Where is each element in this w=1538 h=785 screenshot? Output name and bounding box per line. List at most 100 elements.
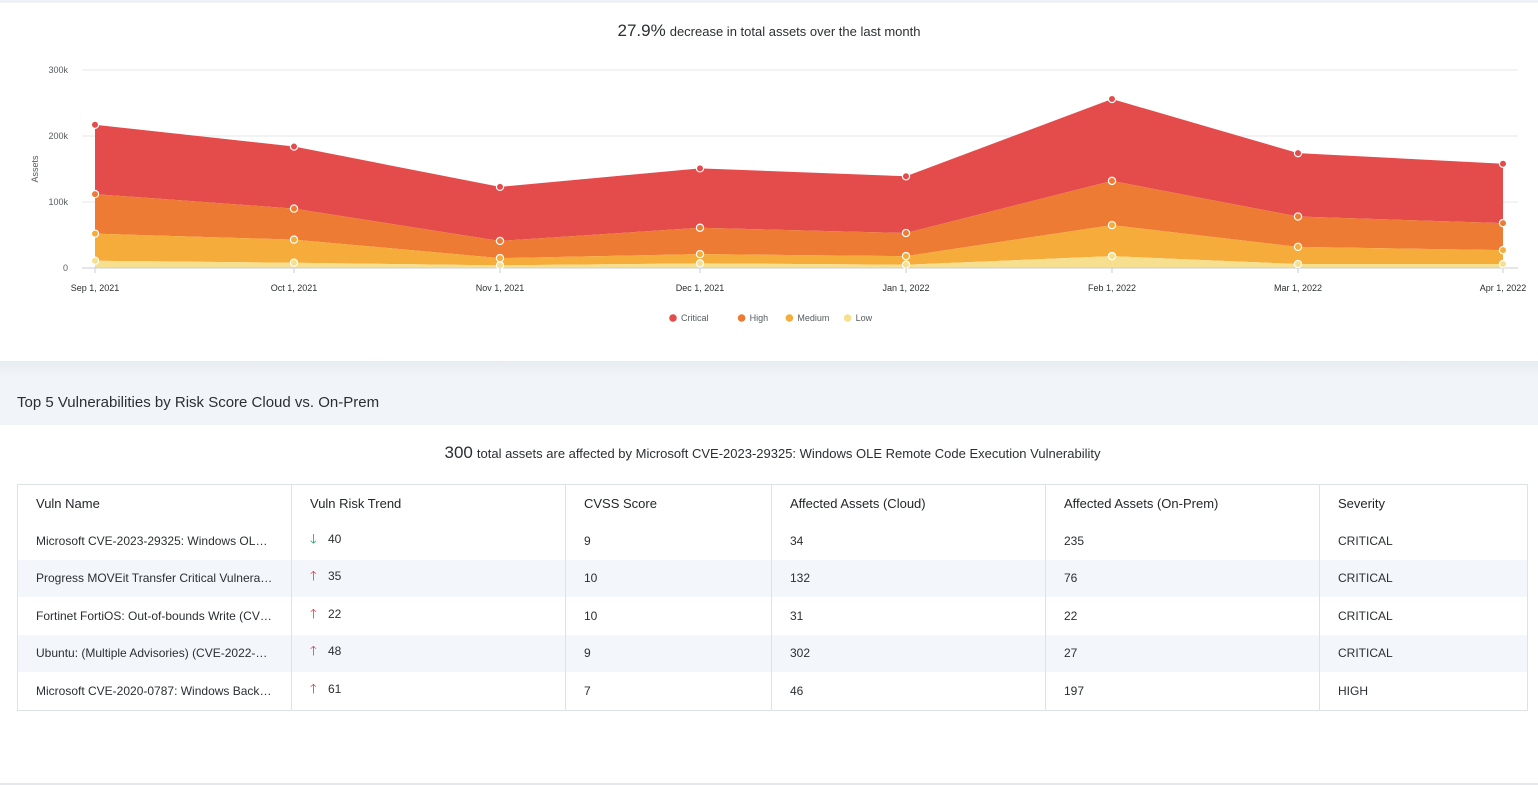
point-critical <box>1498 159 1508 168</box>
column-header-severity[interactable]: Severity <box>1319 484 1528 522</box>
vuln-name-link[interactable]: Fortinet FortiOS: Out-of-bounds Write (C… <box>36 608 292 623</box>
point-medium <box>901 251 911 261</box>
severity: HIGH <box>1319 672 1528 710</box>
point-critical <box>90 120 100 129</box>
vuln-name-link[interactable]: Microsoft CVE-2020-0787: Windows Backgro… <box>36 683 287 698</box>
legend-swatch-medium <box>785 314 794 322</box>
summary-text: total assets are affected by Microsoft C… <box>476 446 1101 461</box>
x-tick-label: Jan 1, 2022 <box>882 283 929 293</box>
point-medium <box>1498 245 1508 255</box>
area-high <box>95 180 1503 259</box>
point-critical <box>1293 148 1303 158</box>
column-header-risk-trend[interactable]: Vuln Risk Trend <box>291 484 566 522</box>
point-medium <box>695 249 705 259</box>
affected-cloud: 46 <box>771 672 1046 710</box>
risk-trend-cell: 🡑 35 <box>291 559 566 597</box>
severity: CRITICAL <box>1319 634 1528 672</box>
point-high <box>1293 212 1303 221</box>
severity: CRITICAL <box>1319 522 1528 560</box>
column-header-vuln-name[interactable]: Vuln Name <box>17 484 292 522</box>
legend-swatch-low <box>843 314 852 322</box>
x-tick-label: Oct 1, 2021 <box>271 283 318 293</box>
affected-onprem: 22 <box>1045 597 1320 635</box>
risk-trend-value: 48 <box>328 644 342 659</box>
risk-trend-cell: 🡑 61 <box>291 672 566 710</box>
table-row[interactable]: Fortinet FortiOS: Out-of-bounds Write (C… <box>18 597 1528 635</box>
risk-trend-cell: 🡑 22 <box>291 597 566 635</box>
table-summary: 300 total assets are affected by Microsof… <box>0 443 1538 463</box>
section-title: Top 5 Vulnerabilities by Risk Score Clou… <box>17 394 380 411</box>
point-high <box>1107 176 1117 186</box>
area-medium <box>95 225 1503 266</box>
legend-swatch-high <box>737 314 746 322</box>
vuln-name-link[interactable]: Microsoft CVE-2023-29325: Windows OLE Re… <box>36 533 292 548</box>
table-header-row: Vuln Name Vuln Risk Trend CVSS Score Aff… <box>17 484 1528 522</box>
point-medium <box>289 235 299 244</box>
point-high <box>1498 218 1508 228</box>
risk-trend-cell: 🡓 40 <box>291 522 566 560</box>
area-critical <box>95 99 1503 241</box>
point-critical <box>695 164 705 173</box>
point-critical <box>901 172 911 181</box>
point-low <box>1498 259 1508 269</box>
legend-label-medium: Medium <box>797 313 829 323</box>
affected-onprem: 76 <box>1045 559 1320 597</box>
point-medium <box>90 229 100 238</box>
x-tick-label: Sep 1, 2021 <box>71 283 120 293</box>
point-critical <box>495 182 505 192</box>
point-high <box>90 189 100 199</box>
trend-down-arrow-icon: 🡓 <box>310 530 317 546</box>
vuln-name-link[interactable]: Progress MOVEit Transfer Critical Vulner… <box>17 559 292 597</box>
vulnerability-table: Vuln Name Vuln Risk Trend CVSS Score Aff… <box>17 484 1528 711</box>
x-tick-label: Dec 1, 2021 <box>676 283 725 293</box>
affected-onprem: 197 <box>1045 672 1320 710</box>
affected-onprem: 235 <box>1045 522 1320 560</box>
legend-swatch-critical <box>669 314 677 322</box>
point-medium <box>495 253 505 263</box>
point-low <box>90 256 100 265</box>
table-row[interactable]: Progress MOVEit Transfer Critical Vulner… <box>17 559 1528 597</box>
point-medium <box>1107 220 1117 230</box>
trend-up-arrow-icon: 🡑 <box>310 605 317 621</box>
trend-up-arrow-icon: 🡑 <box>310 680 317 696</box>
point-high <box>901 228 911 238</box>
table-row[interactable]: Ubuntu: (Multiple Advisories) (CVE-2022-… <box>17 634 1528 672</box>
y-tick-label: 300k <box>48 65 68 75</box>
point-high <box>695 223 705 232</box>
column-header-onprem-assets[interactable]: Affected Assets (On-Prem) <box>1045 484 1320 522</box>
table-row[interactable]: Microsoft CVE-2023-29325: Windows OLE Re… <box>18 522 1528 560</box>
severity: CRITICAL <box>1319 559 1528 597</box>
chart-headline: 27.9% decrease in total assets over the l… <box>0 21 1538 41</box>
cvss-score: 10 <box>565 559 772 597</box>
legend-label-critical: Critical <box>681 313 709 323</box>
point-medium <box>1293 242 1303 252</box>
risk-trend-value: 35 <box>328 569 342 584</box>
table-row[interactable]: Microsoft CVE-2020-0787: Windows Backgro… <box>18 672 1528 710</box>
risk-trend-cell: 🡑 48 <box>291 634 566 672</box>
point-high <box>289 204 299 213</box>
top-strip <box>0 0 1538 3</box>
column-header-cloud-assets[interactable]: Affected Assets (Cloud) <box>771 484 1046 522</box>
severity: CRITICAL <box>1319 597 1528 635</box>
area-low <box>95 256 1503 268</box>
point-high <box>495 236 505 246</box>
risk-trend-value: 22 <box>328 606 342 621</box>
column-header-cvss[interactable]: CVSS Score <box>565 484 772 522</box>
headline-text: decrease in total assets over the last m… <box>669 24 921 39</box>
trend-up-arrow-icon: 🡑 <box>310 643 317 659</box>
x-tick-label: Apr 1, 2022 <box>1480 283 1527 293</box>
x-tick-label: Mar 1, 2022 <box>1274 283 1322 293</box>
section-divider <box>0 361 1538 378</box>
point-critical <box>1107 94 1117 104</box>
affected-cloud: 302 <box>771 634 1046 672</box>
y-tick-label: 200k <box>48 131 68 141</box>
y-tick-label: 100k <box>48 197 68 207</box>
point-low <box>495 261 505 270</box>
cvss-score: 7 <box>565 672 772 710</box>
headline-value: 27.9% <box>617 21 666 40</box>
point-low <box>1107 251 1117 261</box>
bottom-border <box>0 783 1538 785</box>
affected-onprem: 27 <box>1045 634 1320 672</box>
vuln-name-link[interactable]: Ubuntu: (Multiple Advisories) (CVE-2022-… <box>17 634 292 672</box>
chart-panel: 27.9% decrease in total assets over the l… <box>0 3 1538 361</box>
